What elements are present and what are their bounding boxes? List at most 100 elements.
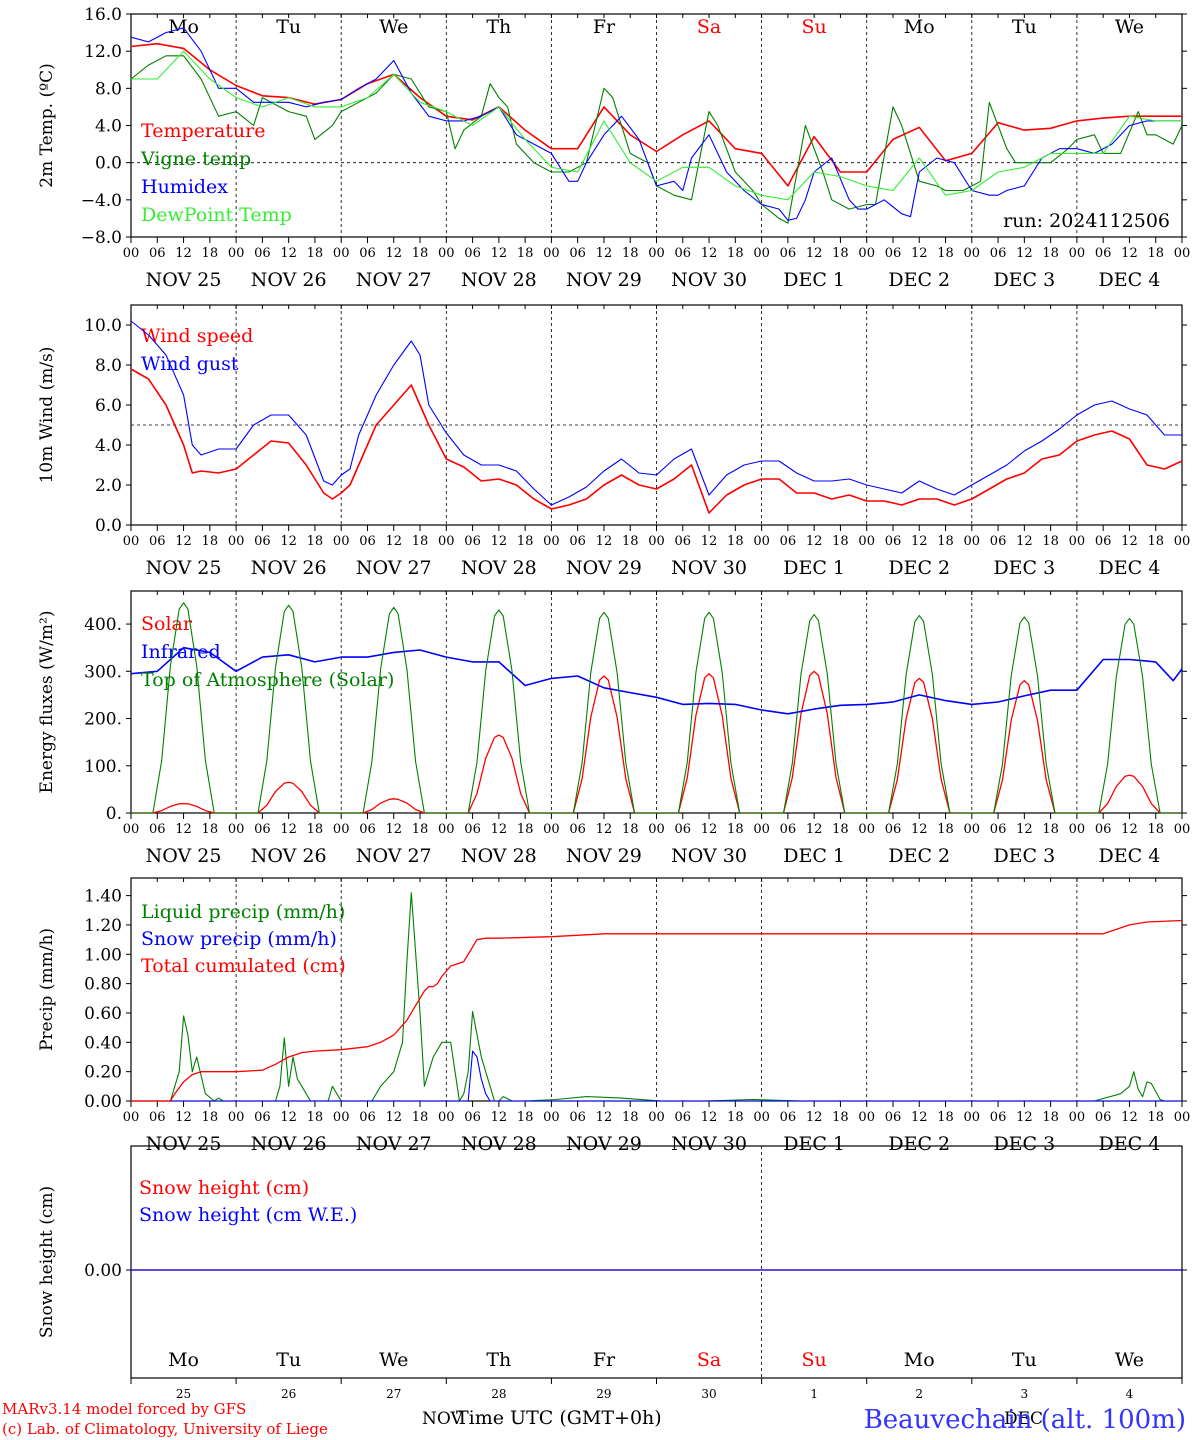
- x-hour-label: 06: [1095, 246, 1112, 261]
- x-hour-label: 00: [858, 534, 875, 549]
- x-hour-label: 00: [1174, 534, 1191, 549]
- x-hour-label: 06: [885, 822, 902, 837]
- x-hour-label: 18: [832, 822, 849, 837]
- legend-entry: Vigne temp: [140, 148, 251, 170]
- x-hour-label: 06: [149, 1110, 166, 1125]
- x-hour-label: 12: [806, 534, 823, 549]
- x-date-label: NOV 26: [251, 845, 327, 867]
- x-hour-label: 12: [385, 1110, 402, 1125]
- x-hour-label: 00: [438, 1110, 455, 1125]
- x-hour-label: 18: [1042, 822, 1059, 837]
- x-hour-label: 00: [858, 246, 875, 261]
- x-hour-label: 18: [307, 822, 324, 837]
- x-hour-label: 18: [727, 822, 744, 837]
- day-name: We: [379, 16, 408, 38]
- x-hour-label: 18: [202, 246, 219, 261]
- x-date-label: NOV 26: [251, 269, 327, 291]
- x-hour-label: 00: [753, 534, 770, 549]
- x-hour-label: 18: [727, 534, 744, 549]
- x-hour-label: 06: [569, 246, 586, 261]
- x-hour-label: 00: [543, 1110, 560, 1125]
- x-hour-label: 00: [858, 1110, 875, 1125]
- y-tick-label: 0.60: [84, 1004, 122, 1024]
- x-hour-label: 06: [885, 534, 902, 549]
- x-hour-label: 06: [675, 1110, 692, 1125]
- x-hour-label: 06: [780, 1110, 797, 1125]
- x-day-number: 28: [491, 1387, 506, 1401]
- x-date-label: NOV 27: [356, 1133, 432, 1155]
- x-hour-label: 06: [675, 246, 692, 261]
- legend-entry: Wind speed: [141, 325, 253, 347]
- x-hour-label: 00: [228, 534, 245, 549]
- day-name: Th: [486, 16, 511, 38]
- month-label-dec: DEC: [1004, 1409, 1043, 1429]
- x-date-label: NOV 30: [671, 1133, 747, 1155]
- day-name: Mo: [904, 16, 935, 38]
- series-line: [131, 892, 1182, 1102]
- x-hour-label: 06: [464, 1110, 481, 1125]
- x-hour-label: 00: [858, 822, 875, 837]
- day-name: Tu: [1012, 1349, 1037, 1371]
- x-hour-label: 18: [832, 1110, 849, 1125]
- x-hour-label: 00: [648, 246, 665, 261]
- x-hour-label: 12: [701, 534, 718, 549]
- x-hour-label: 12: [701, 1110, 718, 1125]
- y-tick-label: 0.20: [84, 1063, 122, 1083]
- y-tick-label: 0.00: [84, 1092, 122, 1112]
- x-hour-label: 18: [622, 1110, 639, 1125]
- x-hour-label: 00: [964, 1110, 981, 1125]
- x-hour-label: 18: [832, 246, 849, 261]
- y-tick-label: 12.0: [84, 42, 122, 62]
- x-date-label: NOV 30: [671, 845, 747, 867]
- x-hour-label: 00: [543, 246, 560, 261]
- x-hour-label: 00: [1069, 1110, 1086, 1125]
- x-hour-label: 00: [333, 246, 350, 261]
- legend-entry: DewPoint Temp: [141, 204, 292, 226]
- x-hour-label: 18: [412, 822, 429, 837]
- y-tick-label: 16.0: [84, 5, 122, 25]
- x-hour-label: 06: [1095, 534, 1112, 549]
- x-hour-label: 00: [333, 534, 350, 549]
- x-day-number: 29: [596, 1387, 611, 1401]
- x-hour-label: 06: [990, 1110, 1007, 1125]
- x-hour-label: 18: [937, 822, 954, 837]
- x-hour-label: 12: [175, 822, 192, 837]
- x-hour-label: 18: [1147, 246, 1164, 261]
- x-hour-label: 12: [385, 534, 402, 549]
- x-hour-label: 12: [911, 246, 928, 261]
- day-name: Mo: [168, 16, 199, 38]
- credit-line-1: MARv3.14 model forced by GFS: [2, 1400, 246, 1418]
- x-date-label: NOV 28: [461, 269, 537, 291]
- y-tick-label: 0.: [106, 804, 122, 824]
- x-hour-label: 06: [885, 1110, 902, 1125]
- x-hour-label: 06: [149, 822, 166, 837]
- month-label-nov: NOV: [422, 1409, 464, 1429]
- x-hour-label: 18: [622, 822, 639, 837]
- y-tick-label: 300.: [84, 662, 122, 682]
- x-hour-label: 00: [753, 1110, 770, 1125]
- x-hour-label: 00: [1069, 534, 1086, 549]
- day-name: Sa: [697, 16, 721, 38]
- x-hour-label: 12: [1121, 822, 1138, 837]
- x-hour-label: 12: [491, 246, 508, 261]
- x-date-label: NOV 25: [146, 845, 222, 867]
- x-hour-label: 00: [1174, 1110, 1191, 1125]
- y-tick-label: 4.0: [95, 436, 122, 456]
- x-hour-label: 12: [175, 246, 192, 261]
- y-tick-label: 200.: [84, 710, 122, 730]
- x-date-label: NOV 28: [461, 1133, 537, 1155]
- x-hour-label: 00: [648, 1110, 665, 1125]
- x-hour-label: 00: [228, 1110, 245, 1125]
- day-name: Sa: [697, 1349, 721, 1371]
- x-hour-label: 06: [254, 534, 271, 549]
- x-hour-label: 12: [596, 1110, 613, 1125]
- x-hour-label: 18: [202, 534, 219, 549]
- x-day-number: 26: [281, 1387, 296, 1401]
- y-axis-title: 10m Wind (m/s): [37, 347, 57, 484]
- panel-precip: 1.40 1.20 1.00 0.80 0.60 0.40 0.20 0.00 Precip (…: [37, 877, 1191, 1155]
- x-hour-label: 00: [438, 534, 455, 549]
- x-hour-label: 12: [175, 534, 192, 549]
- x-date-label: DEC 2: [888, 845, 950, 867]
- x-hour-label: 18: [937, 246, 954, 261]
